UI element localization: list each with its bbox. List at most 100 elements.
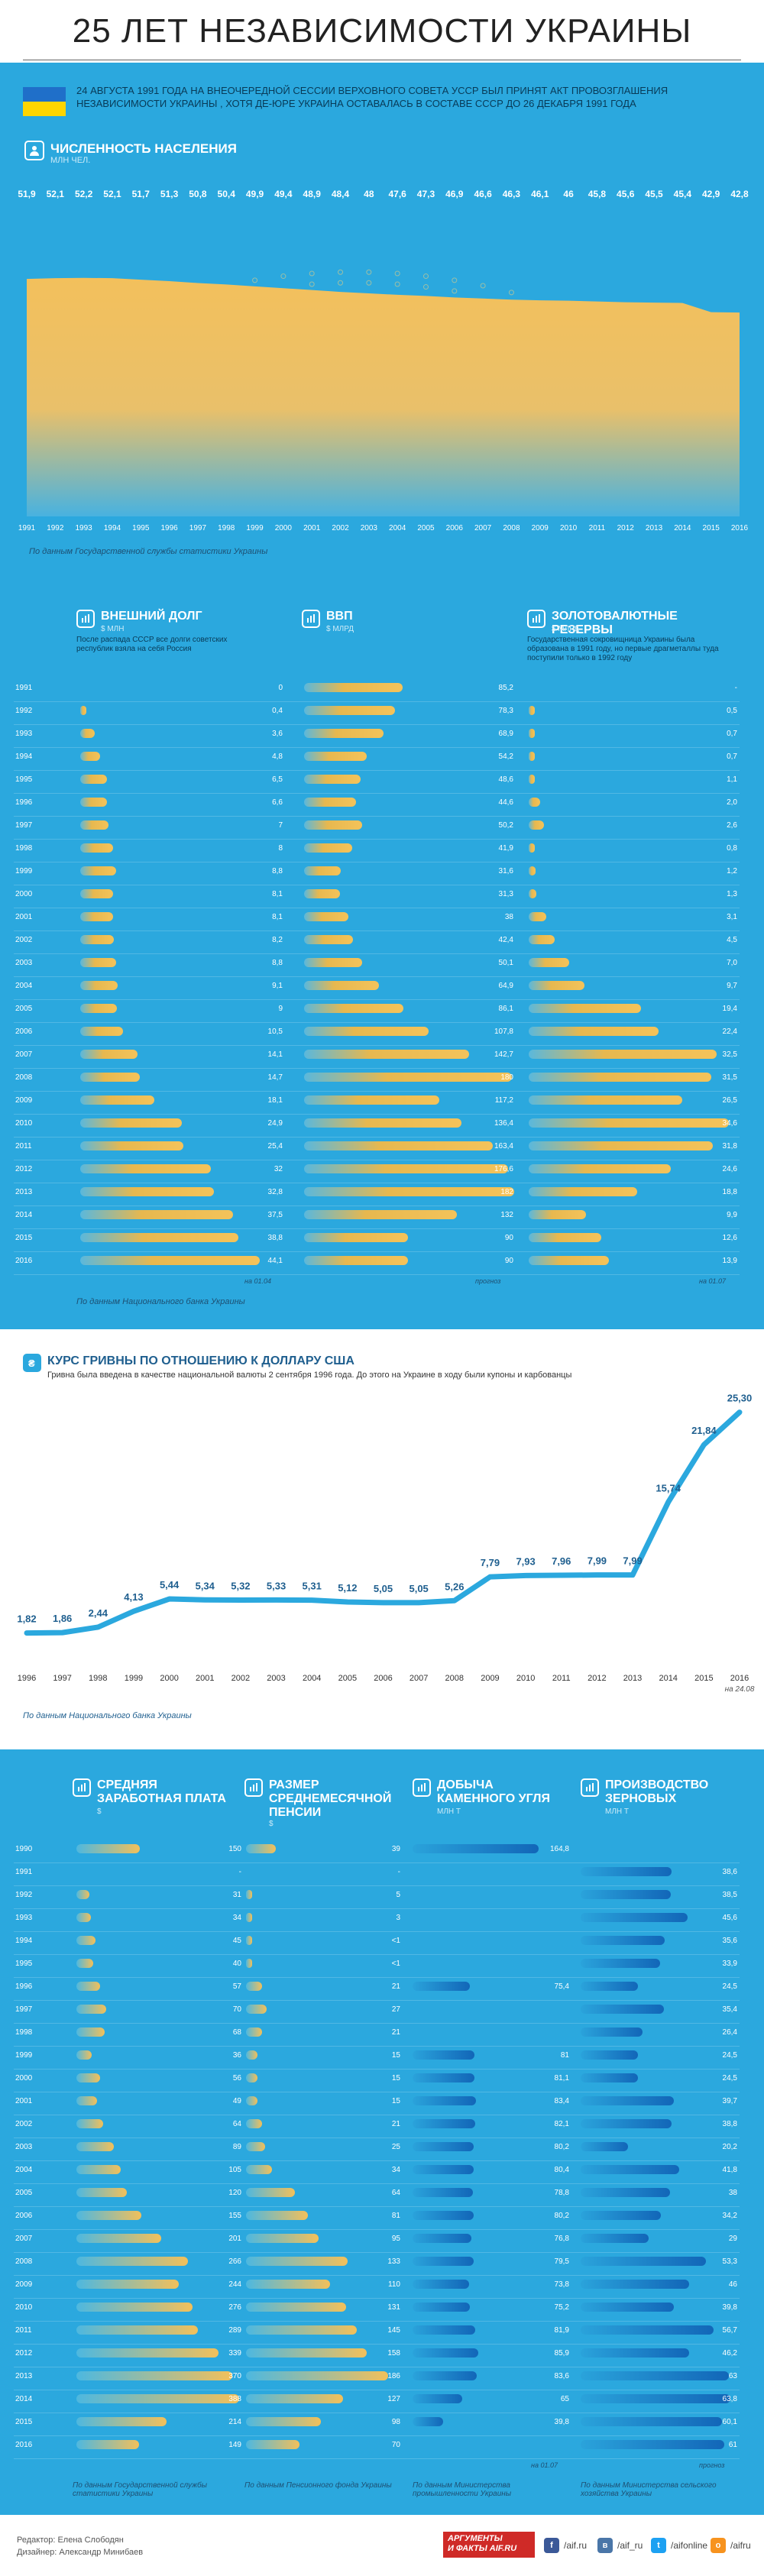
value-bar (581, 2142, 629, 2151)
row-separator (14, 2160, 740, 2161)
value-label: 90 (504, 1257, 513, 1265)
value-bar (304, 752, 367, 761)
value-bar (529, 1187, 638, 1196)
value-bar (80, 1256, 261, 1265)
population-value-label: 46,1 (531, 189, 549, 199)
value-bar (76, 2303, 193, 2312)
value-label: 56 (232, 2074, 241, 2082)
value-label: 186 (387, 2372, 400, 2380)
value-label: 180 (500, 1073, 513, 1082)
value-bar (246, 2073, 257, 2082)
value-bar (76, 2188, 127, 2197)
population-value-label: 48,4 (332, 189, 350, 199)
year-label: 1991 (15, 1868, 33, 1876)
person-icon (252, 277, 258, 283)
social-ok[interactable]: о/aifru (711, 2538, 751, 2553)
value-label: 70 (232, 2005, 241, 2014)
exchange-value-label: 21,84 (691, 1425, 717, 1436)
value-label: 14,1 (267, 1050, 283, 1059)
population-year-label: 2011 (589, 524, 606, 532)
year-label: 1993 (15, 730, 33, 738)
value-label: 105 (228, 2166, 241, 2174)
year-label: 1994 (15, 1937, 33, 1945)
column-source: По данным Государственной службы статист… (73, 2481, 207, 2498)
value-label: 339 (228, 2349, 241, 2358)
value-bar (304, 981, 380, 990)
value-bar (581, 2371, 729, 2380)
row-separator (14, 999, 740, 1000)
value-bar (413, 2348, 478, 2358)
value-label: 201 (228, 2235, 241, 2243)
exchange-year-label: 2006 (374, 1674, 392, 1683)
social-twitter[interactable]: t/aifonline (651, 2538, 707, 2553)
exchange-year-label: 2014 (659, 1674, 677, 1683)
row-separator (14, 976, 740, 977)
value-bar (246, 2371, 388, 2380)
value-label: 50,1 (498, 959, 513, 967)
value-label: 370 (228, 2372, 241, 2380)
column-unit: МЛН Т (605, 1807, 630, 1816)
social-vk[interactable]: в/aif_ru (597, 2538, 643, 2553)
value-bar (581, 2211, 662, 2220)
column-title: РАЗМЕР СРЕДНЕМЕСЯЧНОЙ ПЕНСИИ (269, 1778, 392, 1819)
grain-icon (581, 1778, 599, 1797)
population-value-label: 49,9 (246, 189, 264, 199)
value-bar (80, 752, 100, 761)
year-label: 1998 (15, 2028, 33, 2037)
value-label: 68 (232, 2028, 241, 2037)
value-label: 127 (387, 2395, 400, 2403)
value-label: 46,2 (722, 2349, 737, 2358)
row-separator (14, 2023, 740, 2024)
value-bar (529, 866, 536, 875)
value-label: 133 (387, 2257, 400, 2266)
value-label: 7 (278, 821, 283, 830)
value-bar (529, 1256, 610, 1265)
exchange-year-label: 2001 (196, 1674, 214, 1683)
value-label: 78,3 (498, 707, 513, 715)
value-bar (246, 2234, 319, 2243)
value-bar (246, 2394, 343, 2403)
row-separator (14, 2229, 740, 2230)
population-year-label: 1997 (189, 524, 207, 532)
population-year-label: 2009 (532, 524, 549, 532)
population-unit: МЛН ЧЕЛ. (50, 156, 91, 165)
value-label: 6,6 (272, 798, 283, 807)
value-bar (581, 2234, 649, 2243)
vk-icon: в (597, 2538, 613, 2553)
social-facebook[interactable]: f/aif.ru (544, 2538, 587, 2553)
economy-table: ВНЕШНИЙ ДОЛГ $ МЛН После распада СССР все … (0, 604, 764, 1306)
row-separator (14, 2046, 740, 2047)
value-label: 8,8 (272, 959, 283, 967)
value-bar (581, 2348, 690, 2358)
value-label: 70 (391, 2441, 400, 2449)
year-label: 1994 (15, 752, 33, 761)
value-bar (304, 889, 341, 898)
social-ok-label: /aifru (730, 2540, 751, 2551)
value-bar (529, 1233, 602, 1242)
aif-logo[interactable]: АРГУМЕНТЫ И ФАКТЫ AIF.RU (443, 2532, 535, 2558)
column-note: После распада СССР все долги советских р… (76, 636, 228, 653)
value-label: 21 (391, 1982, 400, 1991)
value-label: 39,8 (722, 2303, 737, 2312)
population-value-label: 42,9 (702, 189, 720, 199)
year-label: 2010 (15, 1119, 33, 1128)
value-label: 107,8 (494, 1027, 513, 1036)
value-label: 244 (228, 2280, 241, 2289)
value-label: 37,5 (267, 1211, 283, 1219)
row-separator (14, 1068, 740, 1069)
year-label: 1992 (15, 707, 33, 715)
exchange-value-label: 5,44 (160, 1579, 180, 1591)
value-label: 32,8 (267, 1188, 283, 1196)
row-separator (14, 2298, 740, 2299)
value-bar (581, 2050, 639, 2060)
value-bar (581, 2188, 670, 2197)
person-icon (394, 270, 400, 277)
value-label: 27 (391, 2005, 400, 2014)
value-label: 61 (728, 2441, 737, 2449)
value-label: 89 (232, 2143, 241, 2151)
year-label: 2000 (15, 890, 33, 898)
year-label: 2014 (15, 2395, 33, 2403)
value-bar (76, 1982, 101, 1991)
row-separator (14, 1228, 740, 1229)
exchange-year-label: 2010 (516, 1674, 535, 1683)
